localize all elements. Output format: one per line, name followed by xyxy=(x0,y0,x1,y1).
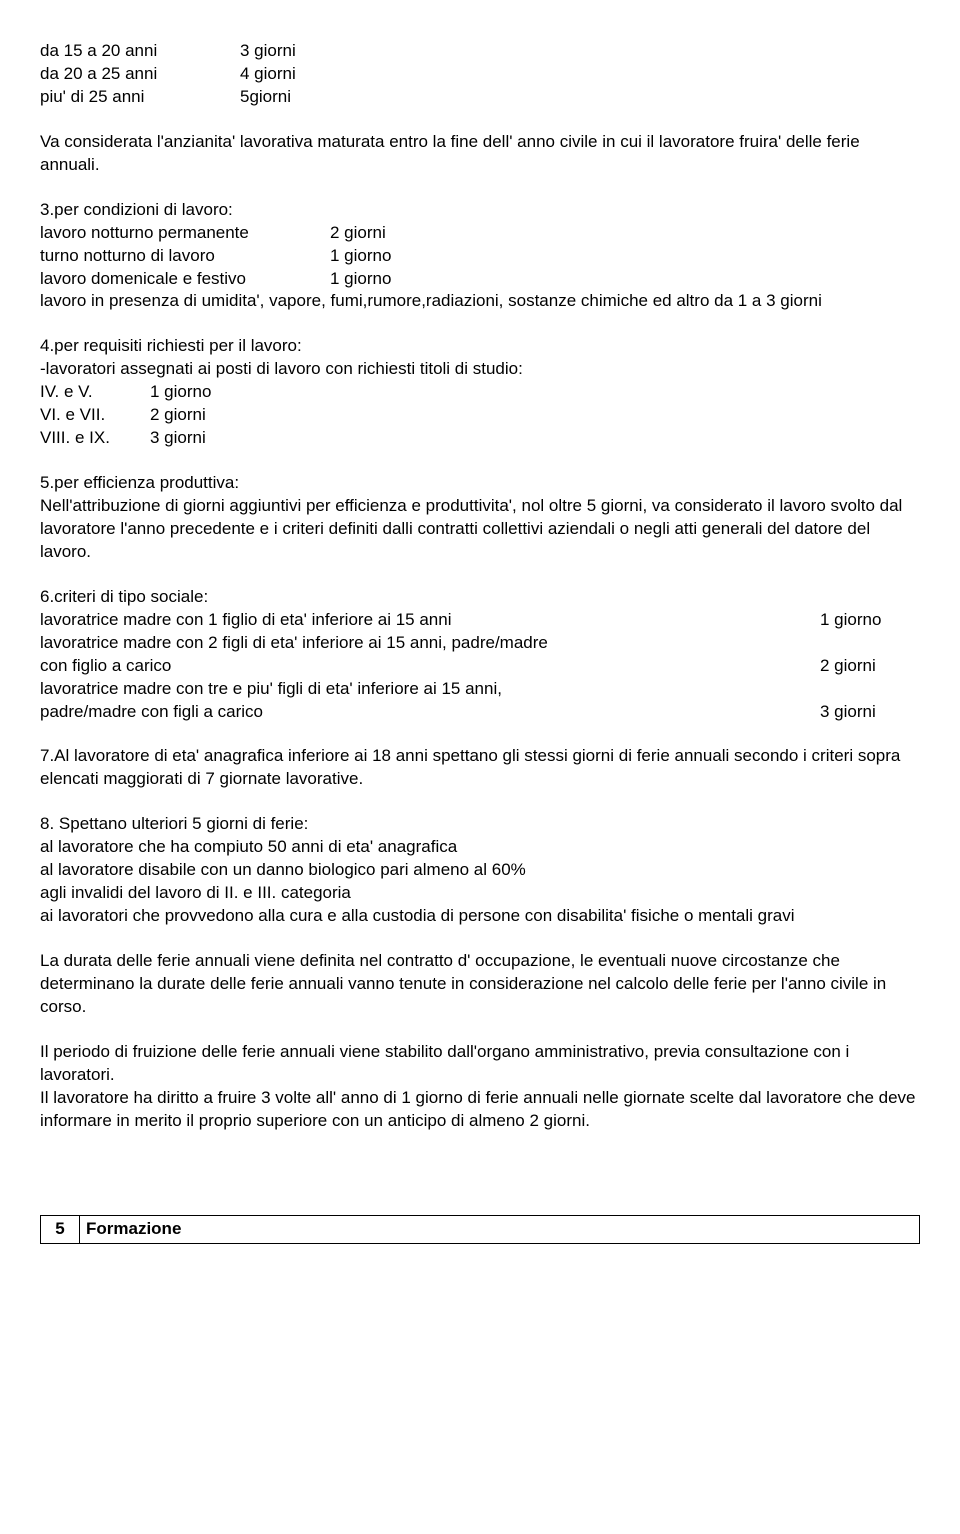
section-number: 5 xyxy=(40,1215,80,1244)
s3-value: 1 giorno xyxy=(330,245,391,268)
section-4: 4.per requisiti richiesti per il lavoro:… xyxy=(40,335,920,450)
s4-value: 1 giorno xyxy=(150,381,211,404)
s4-row: IV. e V. 1 giorno xyxy=(40,381,920,404)
s3-row: turno notturno di lavoro 1 giorno xyxy=(40,245,920,268)
tenure-range: piu' di 25 anni xyxy=(40,86,240,109)
s4-row: VI. e VII. 2 giorni xyxy=(40,404,920,427)
s3-value: 2 giorni xyxy=(330,222,386,245)
section-8: 8. Spettano ulteriori 5 giorni di ferie:… xyxy=(40,813,920,928)
s6-value: 3 giorni xyxy=(820,701,920,724)
section-6-title: 6.criteri di tipo sociale: xyxy=(40,586,920,609)
s8-line: ai lavoratori che provvedono alla cura e… xyxy=(40,905,920,928)
s8-line: al lavoratore disabile con un danno biol… xyxy=(40,859,920,882)
section-footer-row: 5 Formazione xyxy=(40,1215,920,1244)
s4-row: VIII. e IX. 3 giorni xyxy=(40,427,920,450)
section-6: 6.criteri di tipo sociale: lavoratrice m… xyxy=(40,586,920,724)
paragraph-11: Il lavoratore ha diritto a fruire 3 volt… xyxy=(40,1087,920,1133)
s4-label: IV. e V. xyxy=(40,381,150,404)
s6-value: 2 giorni xyxy=(820,655,920,678)
tenure-days: 3 giorni xyxy=(240,40,296,63)
tenure-row: piu' di 25 anni 5giorni xyxy=(40,86,920,109)
s6-label: lavoratrice madre con tre e piu' figli d… xyxy=(40,678,820,701)
section-3: 3.per condizioni di lavoro: lavoro nottu… xyxy=(40,199,920,314)
s6-row: lavoratrice madre con 1 figlio di eta' i… xyxy=(40,609,920,632)
paragraph-10: Il periodo di fruizione delle ferie annu… xyxy=(40,1041,920,1087)
section-5-body: Nell'attribuzione di giorni aggiuntivi p… xyxy=(40,496,902,561)
s4-value: 3 giorni xyxy=(150,427,206,450)
tenure-row: da 15 a 20 anni 3 giorni xyxy=(40,40,920,63)
section-8-title: 8. Spettano ulteriori 5 giorni di ferie: xyxy=(40,813,920,836)
tenure-days: 5giorni xyxy=(240,86,291,109)
section-4-sub: -lavoratori assegnati ai posti di lavoro… xyxy=(40,358,920,381)
tenure-range: da 20 a 25 anni xyxy=(40,63,240,86)
section-7: 7.Al lavoratore di eta' anagrafica infer… xyxy=(40,745,920,791)
tenure-row: da 20 a 25 anni 4 giorni xyxy=(40,63,920,86)
s6-label: lavoratrice madre con 1 figlio di eta' i… xyxy=(40,609,820,632)
tenure-days: 4 giorni xyxy=(240,63,296,86)
paragraph-9: La durata delle ferie annuali viene defi… xyxy=(40,950,920,1019)
tenure-table: da 15 a 20 anni 3 giorni da 20 a 25 anni… xyxy=(40,40,920,109)
s4-value: 2 giorni xyxy=(150,404,206,427)
s3-label: lavoro domenicale e festivo xyxy=(40,268,330,291)
s3-value: 1 giorno xyxy=(330,268,391,291)
s6-label: con figlio a carico xyxy=(40,655,820,678)
s8-line: agli invalidi del lavoro di II. e III. c… xyxy=(40,882,920,905)
s6-label: padre/madre con figli a carico xyxy=(40,701,820,724)
section-3-title: 3.per condizioni di lavoro: xyxy=(40,199,920,222)
s3-label: lavoro notturno permanente xyxy=(40,222,330,245)
s6-value xyxy=(820,632,920,655)
tenure-note: Va considerata l'anzianita' lavorativa m… xyxy=(40,131,920,177)
s3-tail: lavoro in presenza di umidita', vapore, … xyxy=(40,290,920,313)
document-page: da 15 a 20 anni 3 giorni da 20 a 25 anni… xyxy=(0,0,960,1284)
section-5-title: 5.per efficienza produttiva: xyxy=(40,472,920,495)
s6-row: lavoratrice madre con tre e piu' figli d… xyxy=(40,678,920,701)
s6-label: lavoratrice madre con 2 figli di eta' in… xyxy=(40,632,820,655)
section-4-title: 4.per requisiti richiesti per il lavoro: xyxy=(40,335,920,358)
section-5: 5.per efficienza produttiva: Nell'attrib… xyxy=(40,472,920,564)
s4-label: VIII. e IX. xyxy=(40,427,150,450)
section-label: Formazione xyxy=(80,1215,920,1244)
tenure-range: da 15 a 20 anni xyxy=(40,40,240,63)
s6-value xyxy=(820,678,920,701)
s8-line: al lavoratore che ha compiuto 50 anni di… xyxy=(40,836,920,859)
s3-row: lavoro notturno permanente 2 giorni xyxy=(40,222,920,245)
s6-value: 1 giorno xyxy=(820,609,920,632)
s4-label: VI. e VII. xyxy=(40,404,150,427)
s3-row: lavoro domenicale e festivo 1 giorno xyxy=(40,268,920,291)
s6-row: con figlio a carico 2 giorni xyxy=(40,655,920,678)
s3-label: turno notturno di lavoro xyxy=(40,245,330,268)
s6-row: padre/madre con figli a carico 3 giorni xyxy=(40,701,920,724)
s6-row: lavoratrice madre con 2 figli di eta' in… xyxy=(40,632,920,655)
